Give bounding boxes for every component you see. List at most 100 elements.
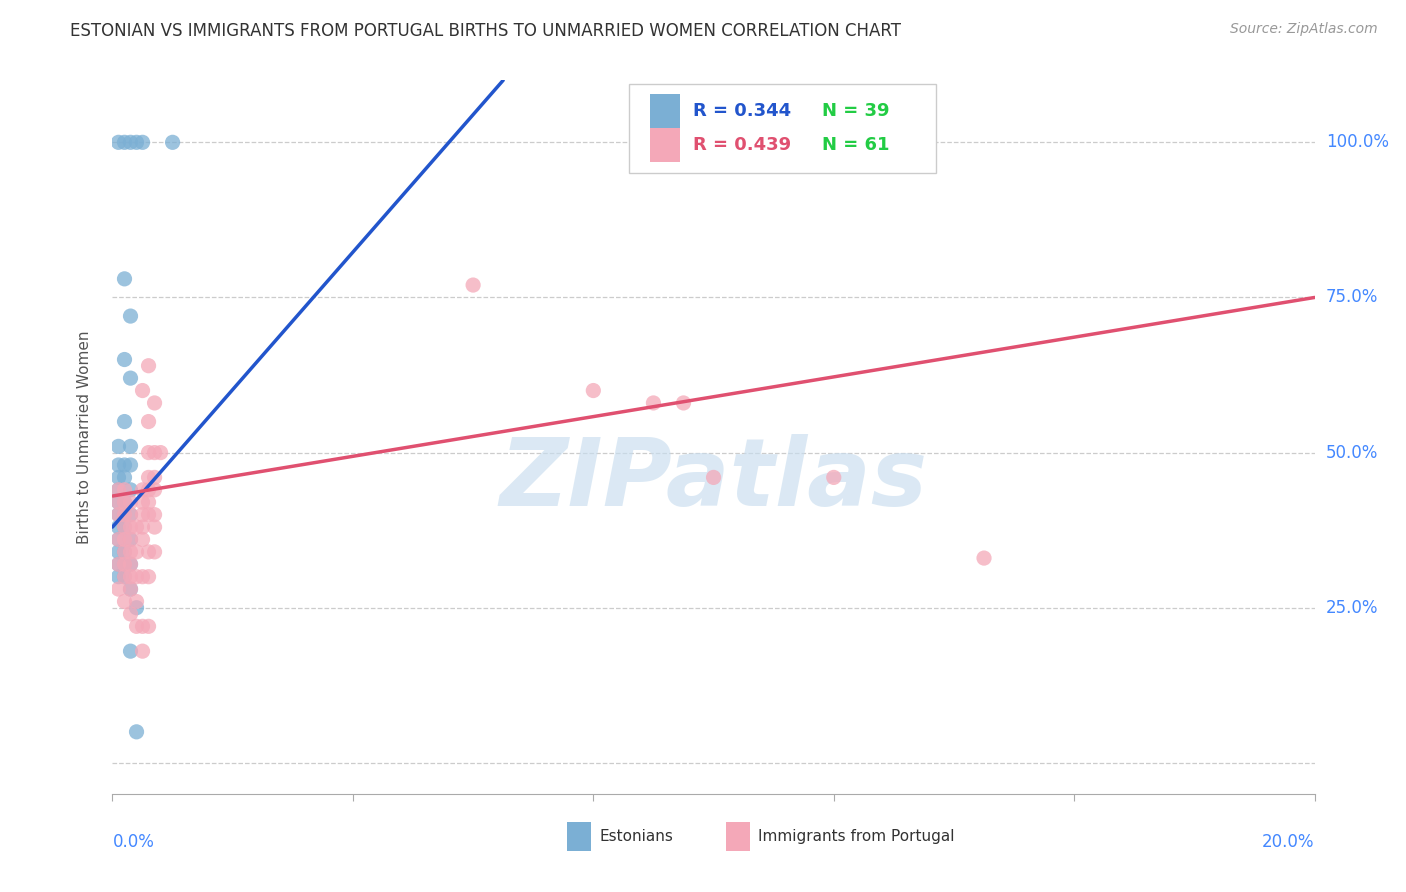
Text: Source: ZipAtlas.com: Source: ZipAtlas.com: [1230, 22, 1378, 37]
Point: [138, 570, 160, 584]
Point: [120, 136, 142, 150]
Point: [114, 508, 136, 522]
Point: [114, 352, 136, 367]
Point: [461, 278, 484, 293]
FancyBboxPatch shape: [650, 128, 681, 162]
FancyBboxPatch shape: [567, 822, 591, 851]
Point: [107, 520, 129, 534]
Point: [120, 558, 142, 572]
Point: [120, 508, 142, 522]
Text: 50.0%: 50.0%: [1326, 443, 1378, 461]
Point: [114, 470, 136, 484]
Point: [114, 570, 136, 584]
Point: [125, 619, 148, 633]
Point: [131, 384, 153, 398]
Point: [120, 371, 142, 385]
Point: [125, 594, 148, 608]
FancyBboxPatch shape: [650, 94, 681, 128]
Point: [582, 384, 605, 398]
Point: [107, 136, 129, 150]
Point: [114, 483, 136, 497]
Point: [120, 495, 142, 509]
Point: [120, 644, 142, 658]
Point: [114, 594, 136, 608]
Point: [107, 439, 129, 453]
Point: [107, 558, 129, 572]
Point: [138, 415, 160, 429]
Point: [120, 483, 142, 497]
Point: [125, 136, 148, 150]
Point: [131, 483, 153, 497]
Point: [114, 495, 136, 509]
Point: [149, 445, 172, 459]
Text: Immigrants from Portugal: Immigrants from Portugal: [758, 830, 955, 844]
FancyBboxPatch shape: [725, 822, 749, 851]
Point: [125, 545, 148, 559]
Point: [823, 470, 845, 484]
Point: [114, 545, 136, 559]
Text: ZIPatlas: ZIPatlas: [499, 434, 928, 526]
Point: [131, 495, 153, 509]
Point: [120, 570, 142, 584]
Point: [120, 533, 142, 547]
Point: [120, 582, 142, 596]
Point: [114, 415, 136, 429]
Point: [120, 607, 142, 621]
Text: 100.0%: 100.0%: [1326, 133, 1389, 152]
Point: [107, 570, 129, 584]
Text: 20.0%: 20.0%: [1263, 833, 1315, 851]
Point: [125, 520, 148, 534]
Text: ESTONIAN VS IMMIGRANTS FROM PORTUGAL BIRTHS TO UNMARRIED WOMEN CORRELATION CHART: ESTONIAN VS IMMIGRANTS FROM PORTUGAL BIR…: [70, 22, 901, 40]
Point: [120, 520, 142, 534]
Point: [107, 483, 129, 497]
Point: [120, 533, 142, 547]
Text: 25.0%: 25.0%: [1326, 599, 1378, 616]
Point: [107, 508, 129, 522]
Point: [125, 724, 148, 739]
Point: [143, 396, 166, 410]
Point: [107, 533, 129, 547]
Point: [114, 520, 136, 534]
Point: [138, 545, 160, 559]
Text: N = 39: N = 39: [821, 102, 889, 120]
Point: [131, 136, 153, 150]
Point: [107, 558, 129, 572]
Point: [131, 570, 153, 584]
Point: [125, 570, 148, 584]
Point: [120, 508, 142, 522]
Point: [114, 495, 136, 509]
Point: [672, 396, 695, 410]
Point: [120, 439, 142, 453]
Point: [643, 396, 665, 410]
Point: [131, 619, 153, 633]
Point: [973, 551, 995, 566]
Point: [120, 309, 142, 323]
Point: [114, 533, 136, 547]
Point: [114, 558, 136, 572]
Point: [131, 508, 153, 522]
Text: 0.0%: 0.0%: [112, 833, 155, 851]
Point: [131, 533, 153, 547]
Point: [138, 495, 160, 509]
Point: [143, 520, 166, 534]
Point: [107, 582, 129, 596]
Point: [107, 545, 129, 559]
Point: [114, 520, 136, 534]
Point: [138, 359, 160, 373]
Point: [120, 558, 142, 572]
Point: [114, 570, 136, 584]
Point: [143, 545, 166, 559]
Point: [143, 445, 166, 459]
Text: 75.0%: 75.0%: [1326, 288, 1378, 307]
Point: [107, 495, 129, 509]
Point: [138, 483, 160, 497]
Point: [138, 619, 160, 633]
Point: [114, 545, 136, 559]
Point: [107, 458, 129, 472]
Point: [114, 458, 136, 472]
Y-axis label: Births to Unmarried Women: Births to Unmarried Women: [77, 330, 91, 544]
FancyBboxPatch shape: [630, 84, 936, 173]
Point: [114, 272, 136, 286]
Point: [138, 508, 160, 522]
Point: [114, 136, 136, 150]
